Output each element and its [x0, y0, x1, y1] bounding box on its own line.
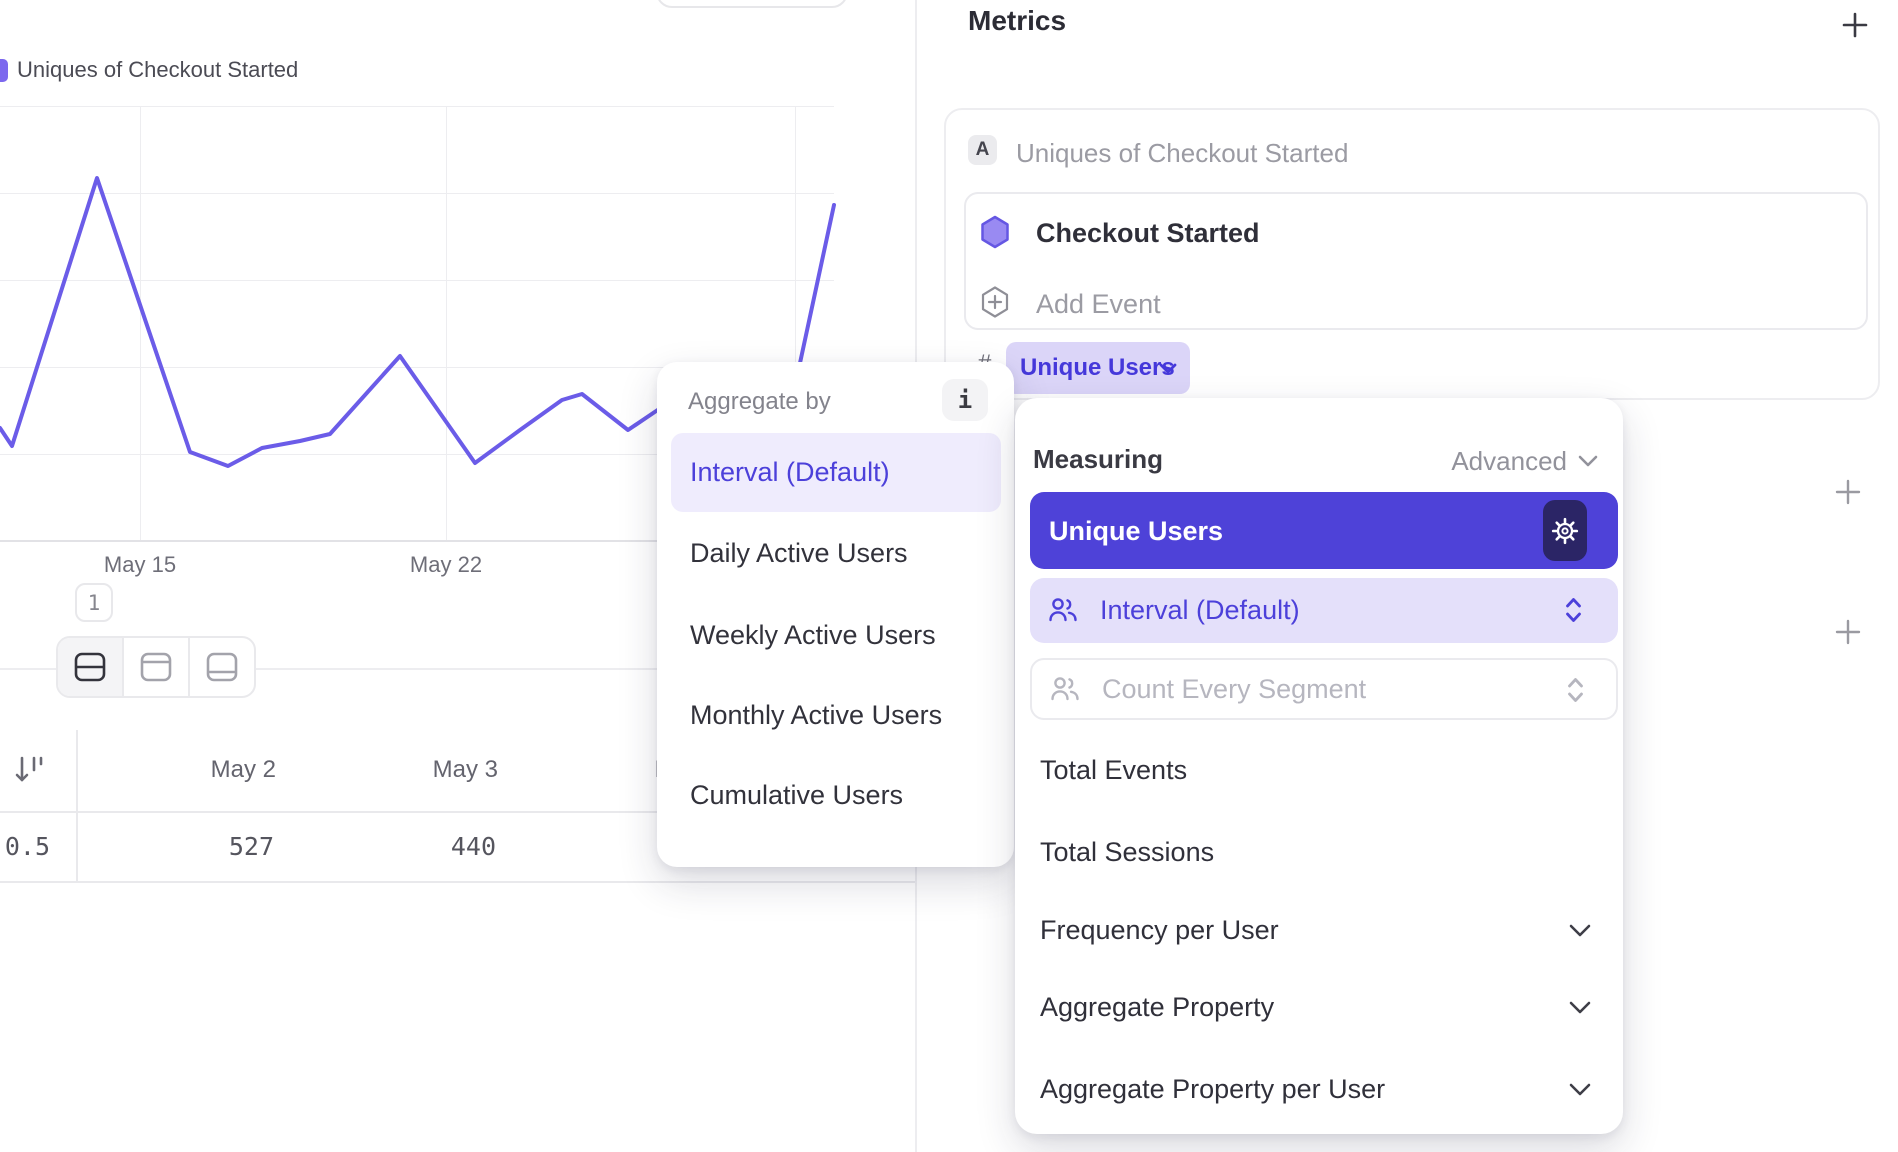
table-column-border — [76, 730, 78, 882]
layout-chart-only-button[interactable] — [122, 638, 188, 696]
add-item-button[interactable] — [1834, 618, 1862, 646]
gridline — [0, 367, 834, 368]
chevron-down-icon[interactable] — [1567, 999, 1593, 1016]
metric-letter-badge: A — [968, 135, 997, 165]
chevron-down-icon[interactable] — [1567, 1081, 1593, 1098]
advanced-toggle[interactable]: Advanced — [1451, 446, 1567, 476]
aggregate-option-interval-selected[interactable]: Interval (Default) — [671, 433, 1001, 512]
legend-swatch — [0, 59, 8, 82]
metrics-panel-title: Metrics — [968, 5, 1067, 36]
bottom-bar-view-icon — [206, 652, 238, 682]
aggregate-selected-label: Interval (Default) — [690, 457, 890, 487]
gridline — [795, 106, 796, 540]
measure-dropdown-pill[interactable]: Unique Users — [1006, 342, 1190, 394]
table-row-label: 0.5 — [4, 832, 50, 861]
users-icon — [1051, 677, 1079, 701]
event-name[interactable]: Checkout Started — [1036, 218, 1260, 248]
measuring-interval-selector[interactable]: Interval (Default) — [1030, 578, 1618, 643]
gear-icon — [1551, 517, 1579, 544]
chevron-up-down-icon — [1568, 678, 1583, 702]
chevron-down-icon[interactable] — [1577, 454, 1599, 469]
table-row-border — [0, 881, 915, 883]
layout-toggle-group — [56, 636, 256, 698]
measuring-popup: Measuring Advanced Unique Users — [1015, 398, 1623, 1134]
add-item-button[interactable] — [1834, 478, 1862, 506]
aggregate-option-daily-active-users[interactable]: Daily Active Users — [690, 538, 908, 568]
table-header-border — [0, 811, 915, 813]
x-tick-may-15: May 15 — [103, 552, 177, 577]
sort-icon[interactable] — [12, 751, 48, 789]
measuring-option-aggregate-property[interactable]: Aggregate Property — [1040, 992, 1275, 1022]
measuring-option-frequency-per-user[interactable]: Frequency per User — [1040, 915, 1279, 945]
unique-users-label: Unique Users — [1049, 516, 1224, 546]
top-bar-view-icon — [140, 652, 172, 682]
add-event-button[interactable]: Add Event — [1036, 289, 1161, 319]
aggregate-option-monthly-active-users[interactable]: Monthly Active Users — [690, 700, 943, 730]
chevron-down-icon — [1159, 363, 1177, 374]
legend-label: Uniques of Checkout Started — [17, 57, 299, 82]
event-hexagon-icon — [981, 215, 1009, 249]
add-event-hexagon-icon — [981, 286, 1009, 318]
measuring-option-total-sessions[interactable]: Total Sessions — [1040, 837, 1215, 867]
measuring-title: Measuring — [1033, 444, 1164, 474]
measuring-option-total-events[interactable]: Total Events — [1040, 755, 1188, 785]
measuring-option-unique-users-selected[interactable]: Unique Users — [1030, 492, 1618, 569]
split-view-icon — [74, 652, 106, 682]
segment-selector-label: Count Every Segment — [1102, 674, 1367, 704]
interval-selector-label: Interval (Default) — [1100, 595, 1300, 625]
table-header-may-2[interactable]: May 2 — [210, 756, 276, 783]
chevron-up-down-icon — [1566, 598, 1581, 622]
aggregate-option-cumulative-users[interactable]: Cumulative Users — [690, 780, 904, 810]
x-axis-line — [0, 540, 834, 542]
gridline — [0, 454, 834, 455]
aggregate-by-popup: Aggregate by i Interval (Default) Daily … — [657, 362, 1014, 867]
aggregate-option-weekly-active-users[interactable]: Weekly Active Users — [690, 620, 936, 650]
info-button[interactable]: i — [942, 379, 988, 421]
gridline — [0, 193, 834, 194]
gridline — [140, 106, 141, 540]
measure-pill-label: Unique Users — [1020, 354, 1175, 381]
metric-name-label: Uniques of Checkout Started — [1016, 138, 1349, 168]
x-tick-may-22: May 22 — [409, 552, 483, 577]
toolbar-button-partial[interactable] — [656, 0, 848, 8]
section-divider — [0, 668, 915, 670]
measuring-option-aggregate-property-per-user[interactable]: Aggregate Property per User — [1040, 1074, 1386, 1104]
layout-split-button[interactable] — [58, 638, 122, 696]
layout-table-only-button[interactable] — [188, 638, 254, 696]
gridline — [446, 106, 447, 540]
event-card: Checkout Started Add Event — [964, 192, 1868, 330]
gridline — [0, 106, 834, 107]
aggregate-by-title: Aggregate by — [688, 388, 831, 415]
measuring-segment-selector[interactable]: Count Every Segment — [1030, 658, 1618, 720]
table-cell-may-3: 440 — [450, 832, 496, 861]
table-header-may-3[interactable]: May 3 — [432, 756, 498, 783]
users-icon — [1049, 598, 1077, 622]
add-metric-button[interactable] — [1840, 10, 1870, 40]
pagination-badge[interactable]: 1 — [75, 583, 113, 622]
unique-users-settings-button[interactable] — [1543, 500, 1587, 561]
table-cell-may-2: 527 — [228, 832, 274, 861]
metric-card: A Uniques of Checkout Started Checkout S… — [944, 108, 1880, 400]
gridline — [0, 280, 834, 281]
chevron-down-icon[interactable] — [1567, 922, 1593, 939]
